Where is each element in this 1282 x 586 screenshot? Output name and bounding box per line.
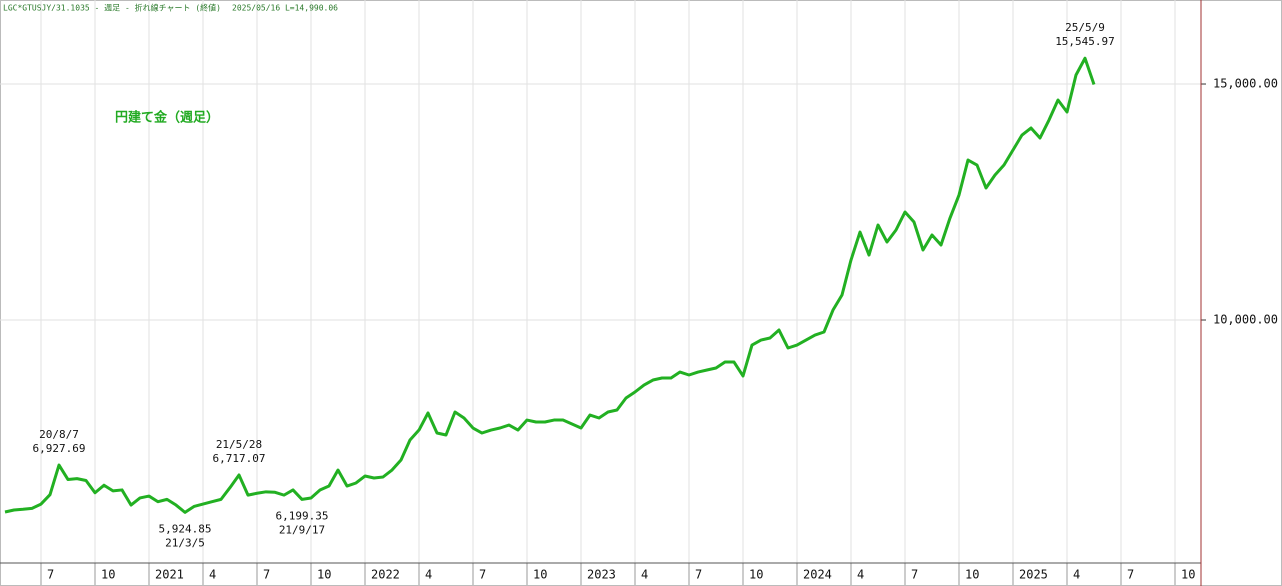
x-tick-label: 7 bbox=[263, 568, 270, 582]
annotation-date: 20/8/7 bbox=[39, 428, 79, 441]
x-tick-label: 7 bbox=[911, 568, 918, 582]
x-tick-label: 7 bbox=[1127, 568, 1134, 582]
x-tick-label: 2021 bbox=[155, 568, 184, 582]
annotation-date: 25/5/9 bbox=[1065, 21, 1105, 34]
x-tick-label: 4 bbox=[425, 568, 432, 582]
annotation-value: 6,199.35 bbox=[276, 509, 329, 522]
x-tick-label: 4 bbox=[641, 568, 648, 582]
x-tick-label: 7 bbox=[479, 568, 486, 582]
annotation-value: 6,927.69 bbox=[33, 442, 86, 455]
annotation-date: 21/9/17 bbox=[279, 523, 325, 536]
x-tick-label: 2022 bbox=[371, 568, 400, 582]
x-tick-label: 10 bbox=[965, 568, 979, 582]
x-tick-label: 10 bbox=[317, 568, 331, 582]
x-tick-label: 4 bbox=[209, 568, 216, 582]
price-line bbox=[4, 56, 1096, 514]
chart-header-info: 2025/05/16 L=14,990.06 bbox=[232, 4, 338, 13]
x-tick-label: 4 bbox=[1073, 568, 1080, 582]
x-tick-label: 10 bbox=[749, 568, 763, 582]
annotation-date: 21/5/28 bbox=[216, 438, 262, 451]
x-tick-label: 10 bbox=[533, 568, 547, 582]
y-tick-label: 15,000.00 bbox=[1213, 77, 1278, 91]
annotation-date: 21/3/5 bbox=[165, 536, 205, 549]
series-name: 円建て金（週足） bbox=[115, 110, 219, 126]
y-tick-label: 10,000.00 bbox=[1213, 313, 1278, 327]
annotation-value: 5,924.85 bbox=[159, 522, 212, 535]
x-tick-label: 10 bbox=[1181, 568, 1195, 582]
x-tick-label: 10 bbox=[101, 568, 115, 582]
x-tick-label: 2024 bbox=[803, 568, 832, 582]
x-tick-label: 2025 bbox=[1019, 568, 1048, 582]
x-tick-label: 4 bbox=[857, 568, 864, 582]
annotation-value: 15,545.97 bbox=[1055, 35, 1115, 48]
annotation-value: 6,717.07 bbox=[213, 452, 266, 465]
x-tick-label: 7 bbox=[47, 568, 54, 582]
chart-header: LGC*GTUSJY/31.1035 - 週足 - 折れ線チャート (終値) bbox=[3, 3, 221, 13]
x-tick-label: 2023 bbox=[587, 568, 616, 582]
x-tick-label: 7 bbox=[695, 568, 702, 582]
